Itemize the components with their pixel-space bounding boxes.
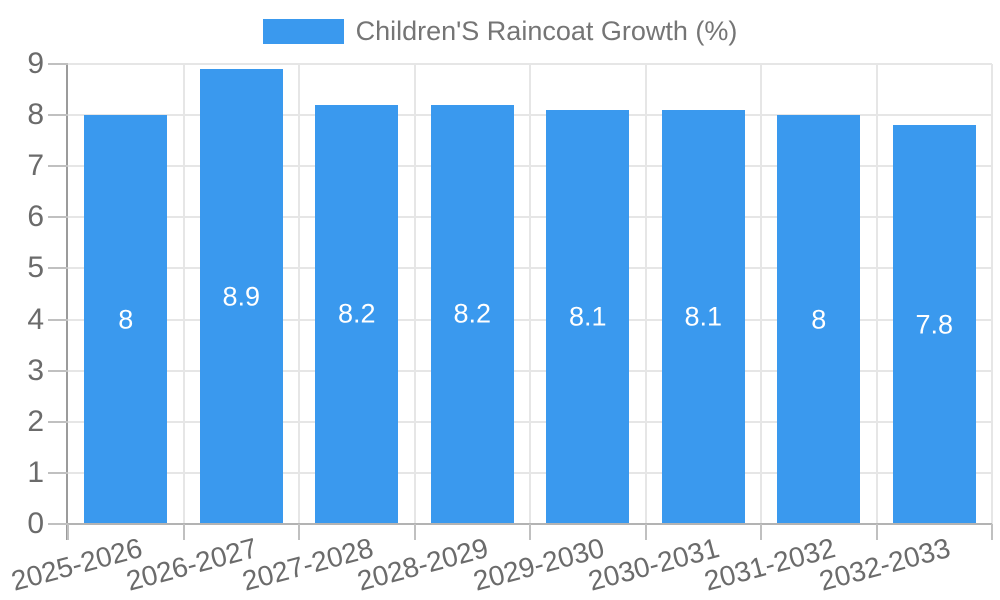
- y-axis-tick: [48, 318, 68, 321]
- legend[interactable]: Children'S Raincoat Growth (%): [0, 16, 1000, 47]
- bar[interactable]: [430, 104, 514, 524]
- x-axis-tick-label: 2027-2028: [238, 532, 377, 597]
- y-axis-tick-label: 7: [27, 149, 44, 183]
- x-axis-tick: [67, 524, 69, 540]
- x-axis-tick-label: 2030-2031: [585, 532, 723, 597]
- x-axis-tick: [991, 524, 993, 540]
- bar-value-label: 8: [118, 304, 134, 335]
- bar-value-label: 8.2: [453, 298, 492, 329]
- v-gridline: [644, 64, 647, 524]
- x-axis-tick-label: 2029-2030: [469, 532, 608, 597]
- v-gridline: [298, 64, 300, 524]
- y-axis-tick-label: 8: [27, 98, 44, 132]
- y-axis-tick-label: 2: [27, 404, 44, 438]
- v-gridline: [760, 64, 762, 524]
- y-axis-tick: [48, 471, 68, 474]
- y-axis-line: [66, 64, 68, 540]
- legend-swatch: [262, 19, 344, 45]
- v-gridline: [529, 64, 531, 524]
- y-axis-tick-label: 1: [27, 455, 44, 489]
- y-axis-tick-label: 3: [27, 353, 44, 387]
- v-gridline: [182, 64, 185, 524]
- bar[interactable]: [199, 69, 283, 524]
- y-axis-tick: [48, 114, 68, 117]
- bar-value-label: 7.8: [915, 309, 954, 340]
- x-axis-tick-label: 2028-2029: [354, 532, 492, 597]
- y-axis-tick-label: 5: [27, 251, 44, 285]
- y-axis-tick-label: 6: [27, 200, 44, 234]
- bar-value-label: 8.1: [684, 301, 723, 332]
- bar[interactable]: [546, 110, 630, 524]
- bar-value-label: 8.2: [337, 298, 376, 329]
- x-axis-tick: [182, 524, 185, 540]
- bar[interactable]: [315, 104, 399, 524]
- x-axis-tick-label: 2032-2033: [816, 532, 954, 597]
- x-axis-tick: [644, 524, 647, 540]
- v-gridline: [991, 64, 993, 524]
- y-axis-tick: [48, 216, 68, 219]
- y-axis-tick: [48, 420, 68, 423]
- bar-value-label: 8.9: [222, 281, 261, 312]
- x-axis-tick-label: 2031-2032: [700, 532, 839, 597]
- y-axis-tick: [48, 523, 68, 525]
- bar[interactable]: [661, 110, 745, 524]
- bar[interactable]: [84, 115, 168, 524]
- v-gridline: [413, 64, 416, 524]
- bar-value-label: 8.1: [568, 301, 607, 332]
- x-axis-tick: [760, 524, 762, 540]
- y-axis-tick: [48, 165, 68, 168]
- y-axis-tick-label: 0: [27, 507, 44, 540]
- x-axis-tick: [298, 524, 300, 540]
- bar[interactable]: [777, 115, 861, 524]
- bar[interactable]: [892, 125, 976, 524]
- x-axis-tick: [529, 524, 531, 540]
- y-axis-tick-label: 4: [27, 302, 44, 336]
- x-axis-tick-label: 2026-2027: [123, 532, 261, 597]
- y-axis-tick: [48, 369, 68, 372]
- legend-label: Children'S Raincoat Growth (%): [355, 16, 738, 46]
- x-axis-tick: [413, 524, 416, 540]
- bar-value-label: 8: [811, 304, 827, 335]
- y-axis-tick: [48, 267, 68, 270]
- y-axis-tick-label: 9: [27, 47, 44, 80]
- y-axis-tick: [48, 63, 68, 65]
- x-axis-tick-label: 2025-2026: [7, 532, 146, 597]
- v-gridline: [875, 64, 878, 524]
- x-axis-tick: [875, 524, 878, 540]
